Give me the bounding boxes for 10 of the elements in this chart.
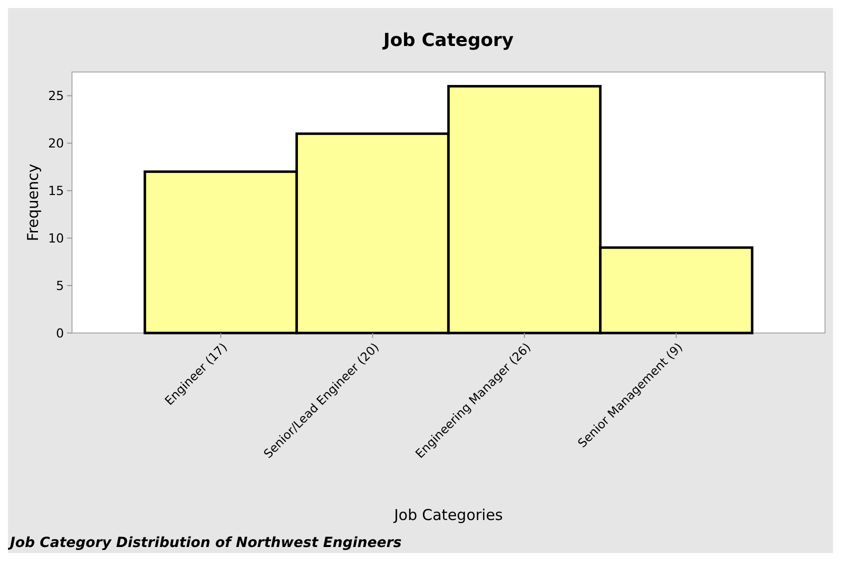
y-axis-title: Frequency — [24, 164, 42, 242]
y-tick-label: 20 — [48, 136, 64, 151]
text: Job Category Distribution of Northwest Engineers — [7, 535, 402, 551]
y-tick-label: 10 — [48, 230, 64, 246]
y-tick-label: 15 — [48, 183, 64, 198]
y-tick-label: 5 — [56, 278, 64, 293]
y-tick-label: 0 — [56, 325, 64, 340]
y-tick-label: 25 — [48, 88, 64, 104]
chart-title: Job Category — [381, 30, 514, 51]
x-axis-title: Job Categories — [393, 506, 504, 524]
